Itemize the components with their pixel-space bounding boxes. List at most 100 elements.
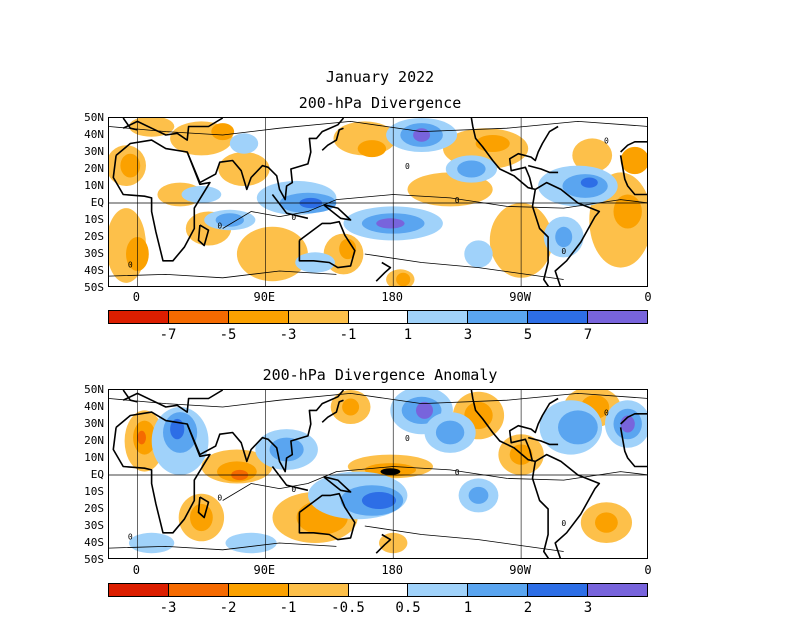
contour-label: 0 — [217, 494, 222, 503]
coastline — [534, 453, 601, 558]
colorbar-swatch — [588, 584, 648, 596]
contour-label: 0 — [561, 247, 566, 256]
colorbar-swatch — [288, 584, 349, 596]
field-region-pos1 — [181, 186, 222, 203]
field-region-pos1 — [229, 133, 259, 154]
field-region-pos3 — [170, 418, 185, 440]
colorbar-swatch — [408, 311, 469, 323]
coastline — [298, 492, 356, 541]
field-region-neg3 — [396, 272, 411, 286]
field-region-pos4 — [416, 401, 433, 419]
colorbar-swatch — [588, 311, 648, 323]
contour-label: 0 — [128, 533, 133, 542]
lat-tick-label: 10S — [84, 484, 104, 498]
colorbar-label: -0.5 — [331, 600, 365, 616]
coastline — [122, 118, 138, 131]
zero-contour — [109, 120, 647, 136]
field-region-pos4 — [413, 128, 431, 142]
field-region-pos1 — [295, 252, 335, 273]
lat-tick-label: 40S — [84, 263, 104, 277]
colorbar-swatch — [468, 584, 529, 596]
colorbar-label: 1 — [463, 600, 473, 616]
lon-tick-label: 90W — [509, 290, 531, 304]
zero-contour — [109, 542, 337, 551]
coastline — [620, 412, 647, 425]
field-region-neg3 — [613, 194, 642, 229]
colorbar-label: -1 — [279, 600, 297, 616]
panel-2-lon-axis: 0 90E 180 90W 0 — [108, 563, 652, 579]
lon-tick-label: 0 — [132, 290, 141, 304]
panel-2-colorbar — [108, 583, 648, 597]
colorbar-label: 5 — [523, 327, 533, 343]
lon-tick-label: 180 — [381, 563, 404, 577]
coastline — [122, 390, 138, 403]
coastline — [323, 475, 352, 493]
colorbar-label: -7 — [159, 327, 177, 343]
coastline — [186, 390, 345, 473]
field-region-pos3 — [580, 177, 598, 188]
contour-label: 0 — [561, 519, 566, 528]
panel-2-map: 0 0 0 0 0 0 0 — [108, 389, 648, 559]
colorbar-swatch — [348, 311, 409, 323]
field-region-neg3 — [190, 503, 213, 532]
colorbar-swatch — [168, 311, 229, 323]
contour-label: 0 — [455, 196, 460, 205]
field-region-pos3 — [361, 492, 397, 509]
contour-label: 0 — [291, 485, 296, 494]
lon-tick-label: 0 — [132, 563, 141, 577]
coastline — [531, 189, 550, 286]
panel-1-map: 0 0 0 0 0 0 0 — [108, 117, 648, 287]
coastline — [112, 139, 211, 262]
coastline — [527, 164, 559, 174]
coastline — [197, 224, 210, 247]
colorbar-swatch — [288, 311, 349, 323]
field-region-neg3 — [342, 398, 360, 416]
panel-1-map-svg: 0 0 0 0 0 0 0 — [109, 118, 647, 286]
field-region-pos2 — [215, 213, 244, 227]
colorbar-swatch — [168, 584, 229, 596]
contour-label: 0 — [455, 468, 460, 477]
lat-tick-label: 50N — [84, 382, 104, 396]
field-region-neg3 — [357, 140, 387, 158]
coastline — [534, 181, 601, 286]
field-region-neg3 — [339, 238, 357, 260]
lat-tick-label: 20S — [84, 501, 104, 515]
colorbar-swatch — [528, 311, 589, 323]
coastline — [186, 118, 345, 201]
field-region-pos2 — [457, 160, 486, 178]
coastline — [527, 436, 559, 446]
field-region-pos2 — [435, 420, 465, 445]
contour-label: 0 — [604, 409, 609, 418]
contour-label: 0 — [405, 434, 410, 443]
lon-tick-label: 90E — [253, 563, 276, 577]
lat-tick-label: 30S — [84, 246, 104, 260]
colorbar-swatch — [468, 311, 529, 323]
colorbar-label: -5 — [219, 327, 237, 343]
field-region-pos2 — [555, 226, 573, 248]
lat-tick-label: 40S — [84, 535, 104, 549]
lat-tick-label: 40N — [84, 399, 104, 413]
panel-2-map-svg: 0 0 0 0 0 0 0 — [109, 390, 647, 558]
lat-tick-label: 10N — [84, 178, 104, 192]
contour-label: 0 — [128, 261, 133, 270]
field-region-neg4 — [236, 226, 308, 282]
coastline — [321, 127, 344, 151]
lon-tick-label: 90W — [509, 563, 531, 577]
field-region-pos4 — [376, 218, 405, 229]
coastline — [375, 261, 392, 282]
colorbar-label: 7 — [583, 327, 593, 343]
lat-tick-label: 20N — [84, 161, 104, 175]
lat-tick-label: 10N — [84, 450, 104, 464]
contour-label: 0 — [217, 222, 222, 231]
zero-contour — [109, 270, 337, 279]
coastline — [531, 461, 550, 558]
coastline — [271, 194, 309, 220]
lat-tick-label: 30N — [84, 416, 104, 430]
field-region-neg3 — [211, 123, 235, 141]
coastline — [619, 155, 647, 196]
panel-1-colorbar — [108, 310, 648, 324]
colorbar-label: 3 — [463, 327, 473, 343]
panel-1-colorbar-labels: -7 -5 -3 -1 1 3 5 7 — [108, 327, 648, 345]
panel-1-lat-axis: 50N 40N 30N 20N 10N EQ 10S 20S 30S 40S 50S — [70, 112, 104, 293]
colorbar-label: -1 — [339, 327, 357, 343]
